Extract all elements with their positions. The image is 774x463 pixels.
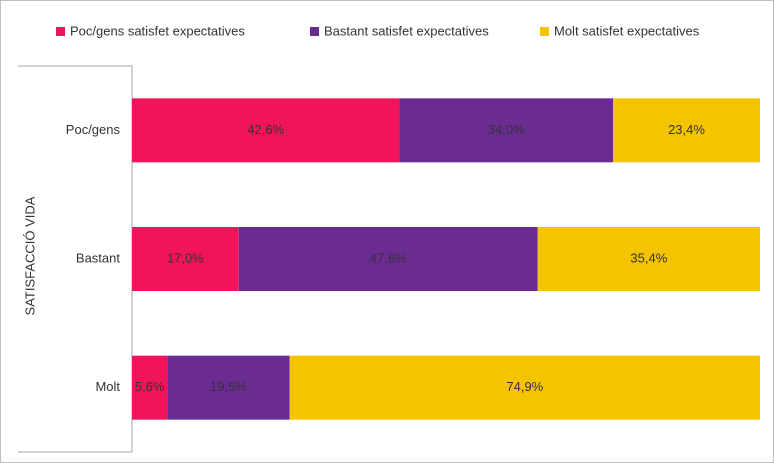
value-label: 74,9% [506, 379, 543, 394]
value-label: 35,4% [630, 250, 667, 265]
y-axis-label: SATISFACCIÓ VIDA [22, 196, 37, 315]
legend-label: Bastant satisfet expectatives [324, 23, 489, 38]
value-label: 5,6% [135, 379, 165, 394]
bar-segment [167, 355, 290, 420]
bar-segment [132, 227, 239, 291]
bar-segment [289, 355, 760, 420]
bar-segment [238, 227, 538, 291]
bar-segment [399, 98, 614, 163]
value-label: 23,4% [668, 122, 705, 137]
value-label: 17,0% [167, 250, 204, 265]
legend-swatch [56, 27, 65, 36]
legend-label: Poc/gens satisfet expectatives [70, 23, 245, 38]
legend-swatch [310, 27, 319, 36]
value-label: 47,6% [370, 250, 407, 265]
y-tick-label: Poc/gens [66, 122, 121, 137]
bar-segment [132, 355, 168, 420]
bar-segment [537, 227, 760, 291]
bar-segment [613, 98, 760, 163]
legend-label: Molt satisfet expectatives [554, 23, 700, 38]
value-label: 19,5% [210, 379, 247, 394]
bar-segment [132, 98, 400, 163]
value-label: 42,6% [247, 122, 284, 137]
legend-swatch [540, 27, 549, 36]
value-label: 34,0% [488, 122, 525, 137]
y-tick-label: Bastant [76, 250, 120, 265]
y-tick-label: Molt [95, 379, 120, 394]
